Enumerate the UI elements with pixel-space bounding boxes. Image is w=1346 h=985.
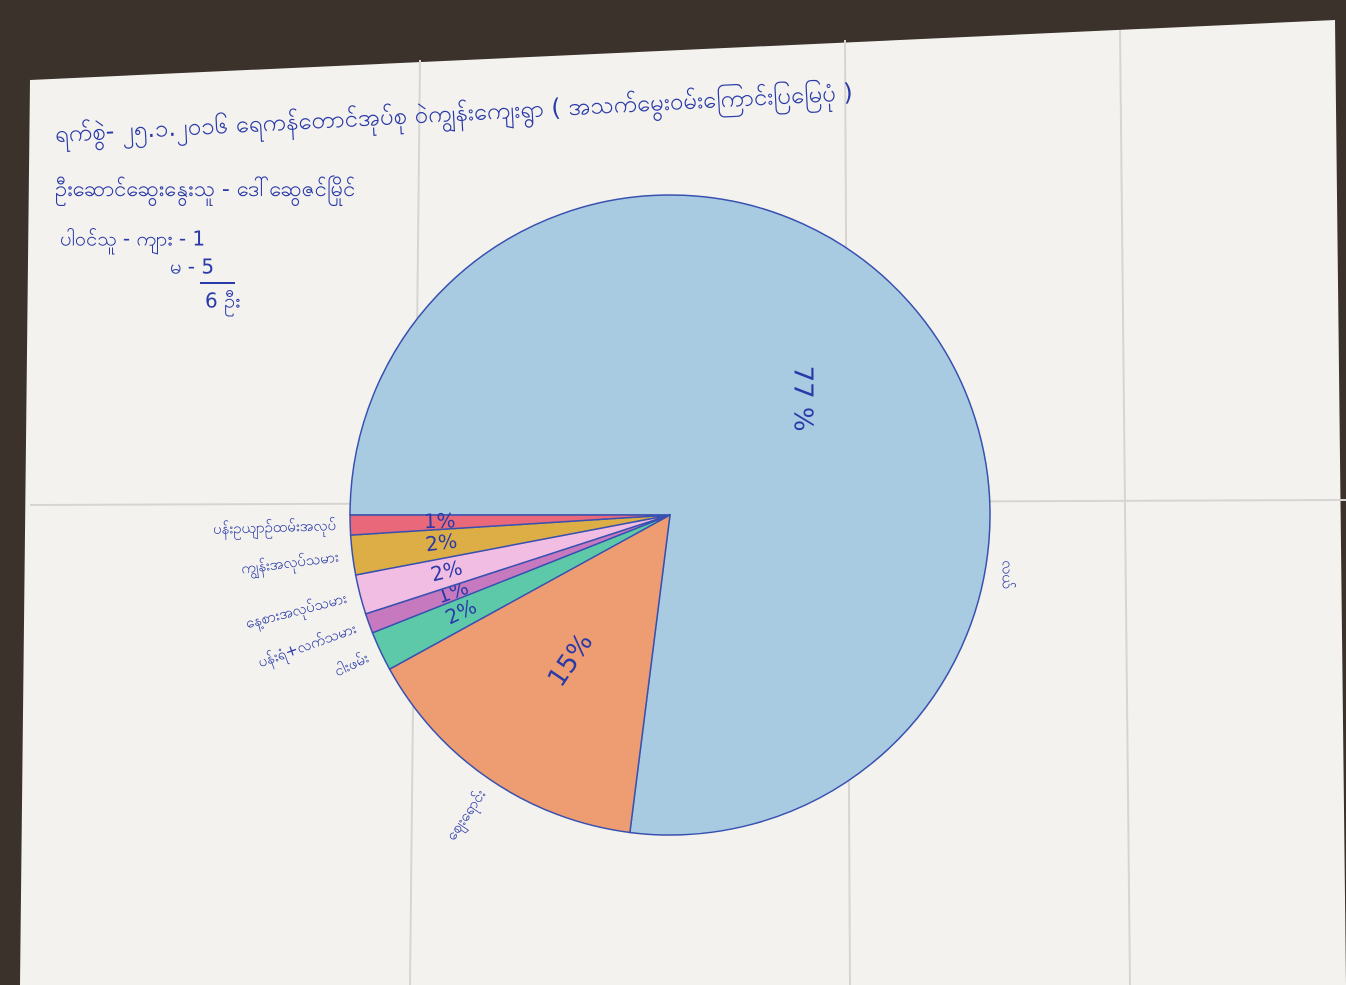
value-label: 1%	[423, 508, 455, 533]
participants: 6 ဦး	[205, 289, 240, 317]
category-label: လယ်	[998, 560, 1016, 589]
pie-slice	[388, 513, 671, 834]
value-label: 2%	[424, 528, 458, 556]
value-label: 77 %	[788, 366, 818, 432]
participants: ပါဝင်သူ - ကျား - 1	[60, 227, 205, 255]
facilitator: ဦးဆောင်ဆွေးနွေးသူ - ဒေါ်ဆွေဇင်မြိုင်	[55, 175, 355, 207]
pie-slice	[349, 514, 671, 536]
participants: မ - 5	[170, 255, 214, 279]
